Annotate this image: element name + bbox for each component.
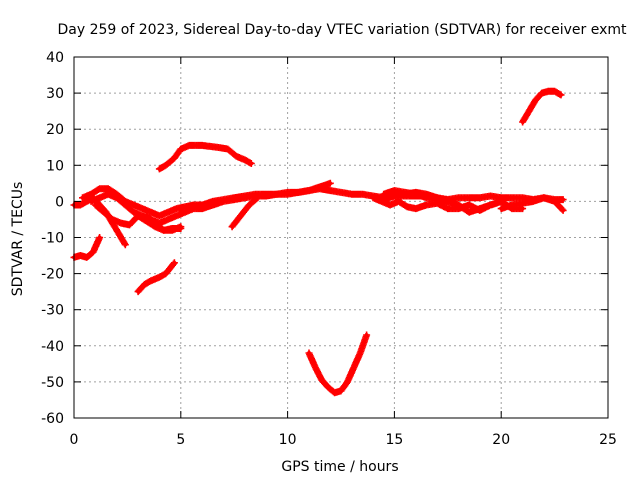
series-arc-10 bbox=[143, 212, 185, 234]
data-point bbox=[169, 260, 177, 268]
data-point bbox=[247, 160, 255, 167]
data-point bbox=[254, 194, 262, 202]
data-point bbox=[363, 331, 371, 339]
data-point bbox=[177, 223, 185, 231]
y-tick-label: -30 bbox=[41, 303, 64, 319]
data-point bbox=[96, 234, 104, 241]
y-tick-label: 30 bbox=[46, 86, 64, 102]
y-tick-label: -10 bbox=[41, 231, 64, 247]
y-tick-label: -60 bbox=[41, 411, 64, 427]
x-tick-label: 15 bbox=[385, 432, 403, 448]
x-axis-label: GPS time / hours bbox=[281, 459, 398, 475]
series-arc-5 bbox=[519, 87, 565, 126]
data-point bbox=[558, 205, 566, 213]
y-tick-label: -50 bbox=[41, 375, 64, 391]
x-tick-label: 0 bbox=[70, 432, 79, 448]
series-arc-15 bbox=[380, 187, 452, 205]
y-tick-label: -40 bbox=[41, 339, 64, 355]
tick-marks bbox=[73, 56, 609, 419]
data-point bbox=[170, 259, 178, 267]
x-tick-label: 5 bbox=[176, 432, 185, 448]
y-tick-labels: 40 30 20 10 0 -10 -20 -30 -40 -50 -60 bbox=[41, 50, 64, 427]
series-arc-3 bbox=[155, 141, 255, 173]
data-point bbox=[559, 206, 567, 214]
data-point bbox=[557, 91, 565, 99]
x-tick-labels: 0 5 10 15 20 25 bbox=[70, 432, 617, 448]
series-arc-2 bbox=[134, 259, 178, 296]
x-tick-label: 25 bbox=[599, 432, 617, 448]
data-point bbox=[444, 197, 452, 205]
data-point bbox=[253, 195, 260, 203]
y-tick-label: 40 bbox=[46, 50, 64, 66]
y-tick-label: -20 bbox=[41, 267, 64, 283]
x-tick-label: 20 bbox=[492, 432, 510, 448]
x-tick-label: 10 bbox=[279, 432, 297, 448]
series-arc-4 bbox=[305, 331, 371, 397]
chart-title: Day 259 of 2023, Sidereal Day-to-day VTE… bbox=[58, 22, 628, 38]
y-tick-label: 0 bbox=[55, 194, 64, 210]
data-point bbox=[326, 179, 334, 187]
series-arc-1 bbox=[70, 234, 104, 261]
data-series bbox=[70, 87, 567, 397]
y-tick-label: 10 bbox=[46, 158, 64, 174]
data-point bbox=[121, 241, 129, 249]
series-arc-8 bbox=[87, 179, 334, 227]
data-point bbox=[559, 196, 567, 204]
series-arc-14 bbox=[497, 194, 567, 214]
y-tick-label: 20 bbox=[46, 122, 64, 138]
series-arc-11 bbox=[228, 194, 262, 231]
y-axis-label: SDTVAR / TECUs bbox=[10, 182, 26, 297]
